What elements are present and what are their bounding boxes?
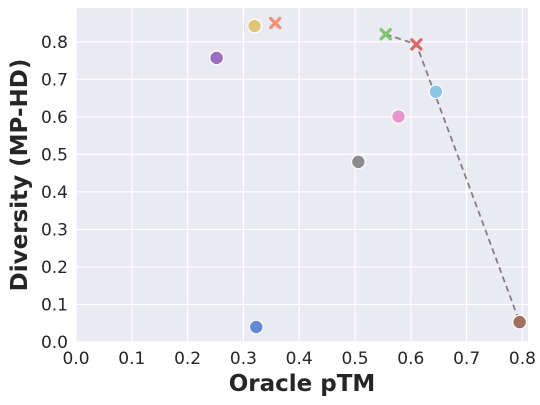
y-tick-label: 0.7 <box>41 70 68 90</box>
y-tick-labels: 0.0 0.1 0.2 0.3 0.4 0.5 0.6 0.7 0.8 <box>41 33 68 353</box>
data-point-x <box>379 28 392 41</box>
data-point-circle <box>350 154 366 170</box>
x-tick-label: 0.0 <box>62 349 89 369</box>
data-point-x <box>269 16 282 30</box>
grid-lines <box>75 8 528 343</box>
data-point-circle <box>248 319 264 335</box>
data-points <box>209 16 528 335</box>
data-point-x <box>410 38 423 51</box>
y-tick-label: 0.1 <box>41 295 68 315</box>
x-axis-label: Oracle pTM <box>229 371 376 397</box>
y-tick-label: 0.3 <box>41 220 68 240</box>
x-tick-label: 0.4 <box>286 349 313 369</box>
x-tick-label: 0.5 <box>341 349 368 369</box>
x-tick-label: 0.3 <box>230 349 257 369</box>
data-point-circle <box>391 109 406 124</box>
x-tick-label: 0.6 <box>397 349 424 369</box>
data-point-circle <box>209 50 225 66</box>
y-tick-label: 0.8 <box>41 33 68 53</box>
y-tick-label: 0.5 <box>41 145 68 165</box>
x-tick-labels: 0.0 0.1 0.2 0.3 0.4 0.5 0.6 0.7 0.8 <box>62 349 535 369</box>
plot-area <box>76 8 528 342</box>
y-tick-label: 0.2 <box>41 258 68 278</box>
y-axis-label: Diversity (MP-HD) <box>7 59 33 292</box>
data-point-circle <box>428 84 444 100</box>
y-tick-label: 0.0 <box>41 333 68 353</box>
y-tick-label: 0.4 <box>41 183 68 203</box>
y-tick-label: 0.6 <box>41 108 68 128</box>
x-tick-label: 0.2 <box>174 349 201 369</box>
data-point-circle <box>247 18 262 34</box>
x-tick-label: 0.1 <box>118 349 145 369</box>
x-marker-stroke <box>269 16 282 30</box>
x-tick-label: 0.8 <box>509 349 536 369</box>
x-marker-stroke <box>379 28 392 41</box>
x-tick-label: 0.7 <box>453 349 480 369</box>
x-marker-stroke <box>410 38 423 51</box>
data-point-circle <box>512 314 528 330</box>
